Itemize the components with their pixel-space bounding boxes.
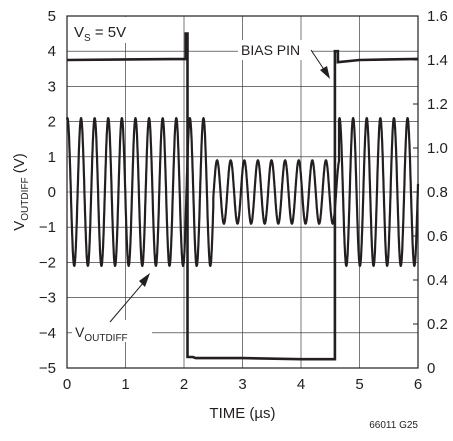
bias-pin-label: BIAS PIN	[241, 42, 300, 58]
condition-box	[68, 17, 138, 43]
y-left-tick-label: 2	[48, 114, 56, 131]
y-right-tick-label: 0.2	[427, 316, 448, 333]
x-tick-label: 1	[121, 376, 129, 393]
voutdiff-label: VOUTDIFF	[75, 324, 128, 344]
y-left-tick-label: −1	[39, 219, 56, 236]
grid	[67, 16, 418, 368]
y-left-tick-label: 4	[48, 43, 56, 60]
y-right-tick-label: 0.6	[427, 228, 448, 245]
voutdiff-arrowhead	[139, 273, 150, 287]
y-right-tick-label: 0	[427, 360, 435, 377]
y-right-tick-label: 1.4	[427, 52, 448, 69]
y-left-tick-label: 1	[48, 149, 56, 166]
y-left-tick-label: 0	[48, 184, 56, 201]
vout-label-bg	[72, 320, 152, 342]
x-tick-label: 0	[63, 376, 71, 393]
y-left-tick-label: 3	[48, 78, 56, 95]
bias-pin-leader	[310, 49, 326, 72]
voutdiff-trace	[65, 117, 420, 267]
voutdiff-leader	[109, 281, 145, 323]
x-tick-label: 3	[238, 376, 246, 393]
bias-pin-arrowhead	[320, 66, 330, 79]
y-left-tick-label: −3	[39, 290, 56, 307]
y-right-tick-label: 0.4	[427, 272, 448, 289]
x-tick-label: 6	[414, 376, 422, 393]
y-left-tick-label: −2	[39, 254, 56, 271]
condition-label: VS = 5V	[74, 24, 126, 44]
figure-id: 66011 G25	[369, 420, 418, 431]
y-right-tick-label: 1.2	[427, 96, 448, 113]
bias-pin-trace	[66, 32, 419, 361]
x-axis-label: TIME (µs)	[209, 405, 275, 422]
ticks: 0 1 2 3 4 5 6 5 4 3 2 1 0 −1 −2 −3 −4 −5 1.6 1.4 1.2 1.0 0.8 0.…	[39, 8, 448, 393]
y-right-tick-label: 1.6	[427, 8, 448, 25]
x-tick-label: 2	[180, 376, 188, 393]
y-axis-label: VOUTDIFF (V)	[11, 153, 31, 231]
y-right-tick-label: 0.8	[427, 184, 448, 201]
traces	[65, 32, 420, 361]
x-tick-label: 4	[297, 376, 305, 393]
x-tick-label: 5	[355, 376, 363, 393]
bias-label-bg	[238, 40, 312, 60]
y-left-tick-label: 5	[48, 8, 56, 25]
y-left-tick-label: −4	[39, 325, 56, 342]
y-left-tick-label: −5	[39, 360, 56, 377]
y-right-tick-label: 1.0	[427, 140, 448, 157]
